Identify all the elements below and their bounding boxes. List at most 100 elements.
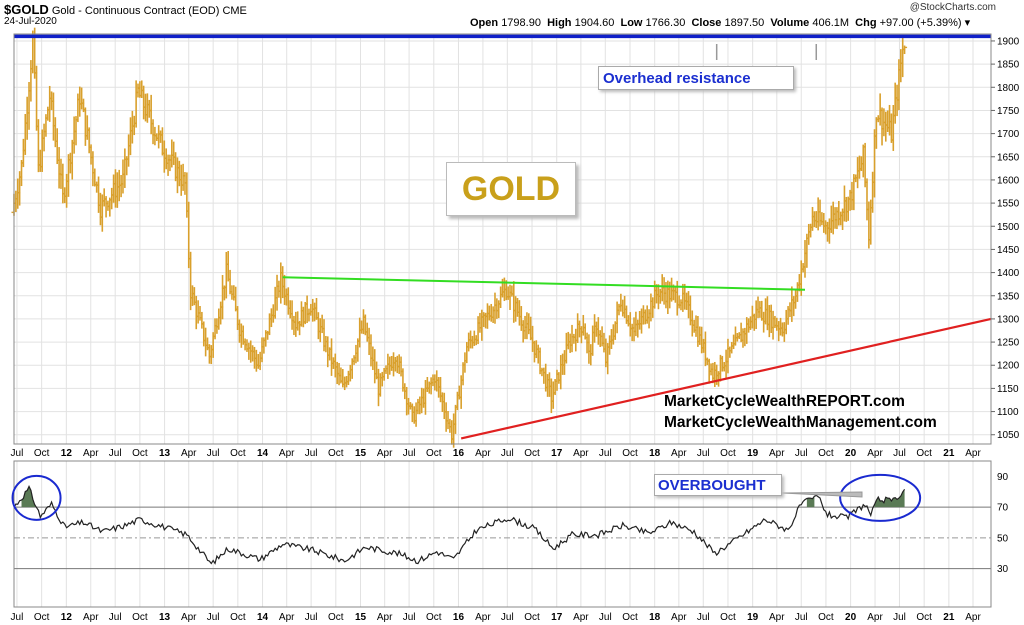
- ohlc-readout: Open 1798.90 High 1904.60 Low 1766.30 Cl…: [470, 16, 970, 29]
- overbought-label: OVERBOUGHT: [654, 474, 782, 496]
- x-tick-label: Apr: [671, 448, 687, 459]
- y-tick-label: 1550: [997, 199, 1020, 210]
- overbought-pointer: [781, 491, 863, 498]
- rsi-x-tick-label: Jul: [697, 612, 710, 623]
- rsi-x-tick-label: Apr: [279, 612, 295, 623]
- rsi-y-tick-label: 30: [997, 564, 1009, 575]
- stockcharts-watermark: @StockCharts.com: [909, 2, 996, 13]
- rsi-x-tick-label: Oct: [622, 612, 638, 623]
- y-tick-label: 1150: [997, 384, 1019, 395]
- x-tick-label: Jul: [893, 448, 906, 459]
- y-tick-label: 1200: [997, 361, 1020, 372]
- x-tick-label: Apr: [181, 448, 197, 459]
- y-tick-label: 1350: [997, 291, 1020, 302]
- open-label: Open: [470, 17, 499, 29]
- axes: Jul Jul Oct Oct 12 12 Apr Apr Jul Jul Oct Oct 13 13 Ap…: [11, 33, 1020, 623]
- y-tick-label: 1250: [997, 338, 1020, 349]
- x-tick-label: Jul: [697, 448, 710, 459]
- x-tick-label: 13: [159, 448, 171, 459]
- rsi-x-tick-label: Jul: [109, 612, 122, 623]
- x-tick-label: 18: [649, 448, 661, 459]
- rsi-line: [13, 484, 906, 565]
- uptrend-line: [460, 317, 992, 440]
- rsi-x-tick-label: 13: [159, 612, 171, 623]
- rsi-x-tick-label: Oct: [230, 612, 246, 623]
- x-tick-label: Oct: [426, 448, 442, 459]
- rsi-x-tick-label: Oct: [818, 612, 834, 623]
- open-value: 1798.90: [501, 17, 541, 29]
- x-tick-label: Jul: [403, 448, 416, 459]
- management-url: MarketCycleWealthManagement.com: [664, 414, 937, 431]
- rsi-grid: [14, 461, 991, 607]
- x-tick-label: Oct: [622, 448, 638, 459]
- rsi-x-tick-label: 18: [649, 612, 661, 623]
- x-tick-label: Apr: [867, 448, 883, 459]
- rsi-x-tick-label: Oct: [34, 612, 50, 623]
- y-tick-label: 1800: [997, 83, 1020, 94]
- chg-label: Chg: [855, 17, 877, 29]
- rsi-x-tick-label: 12: [61, 612, 73, 623]
- chart-header: $GOLD Gold - Continuous Contract (EOD) C…: [4, 2, 247, 17]
- low-label: Low: [620, 17, 643, 29]
- rsi-x-tick-label: Apr: [573, 612, 589, 623]
- rsi-x-tick-label: Apr: [181, 612, 197, 623]
- trend-lines: [14, 34, 992, 440]
- x-tick-label: 19: [747, 448, 759, 459]
- y-tick-label: 1500: [997, 222, 1020, 233]
- high-label: High: [547, 17, 572, 29]
- x-tick-label: Apr: [475, 448, 491, 459]
- low-value: 1766.30: [645, 17, 686, 29]
- rsi-x-tick-label: Jul: [893, 612, 906, 623]
- chart-date: 24-Jul-2020: [4, 16, 57, 27]
- rsi-x-tick-label: 14: [257, 612, 269, 623]
- price-panel-frame: [13, 33, 992, 445]
- overbought-circle-left: [11, 474, 62, 521]
- y-tick-label: 1650: [997, 152, 1020, 163]
- overbought-circle-right: [839, 473, 922, 522]
- x-tick-label: 16: [453, 448, 465, 459]
- instrument-name: Gold - Continuous Contract (EOD): [51, 5, 220, 17]
- rsi-x-tick-label: Apr: [671, 612, 687, 623]
- rsi-x-tick-label: Jul: [403, 612, 416, 623]
- rsi-x-tick-label: 16: [453, 612, 465, 623]
- x-tick-label: Jul: [501, 448, 514, 459]
- x-tick-label: 17: [551, 448, 563, 459]
- x-tick-label: Jul: [795, 448, 808, 459]
- x-tick-label: Jul: [599, 448, 612, 459]
- volume-value: 406.1M: [812, 17, 850, 29]
- rsi-x-tick-label: 19: [747, 612, 759, 623]
- x-tick-label: Oct: [230, 448, 246, 459]
- x-tick-label: Oct: [720, 448, 736, 459]
- rsi-x-tick-label: Jul: [207, 612, 220, 623]
- close-label: Close: [691, 17, 722, 29]
- price-bars: [11, 27, 908, 448]
- x-tick-label: Oct: [916, 448, 932, 459]
- high-value: 1904.60: [574, 17, 615, 29]
- x-tick-label: 12: [61, 448, 73, 459]
- gold-title-box: GOLD: [446, 162, 576, 216]
- x-tick-label: Apr: [377, 448, 393, 459]
- report-url: MarketCycleWealthREPORT.com: [664, 393, 905, 410]
- rsi-x-tick-label: Oct: [132, 612, 148, 623]
- rsi-x-tick-label: 20: [845, 612, 857, 623]
- symbol: $GOLD: [4, 2, 49, 17]
- ohlc-bar: [902, 45, 908, 55]
- rsi-x-tick-label: 21: [943, 612, 955, 623]
- rsi-x-tick-label: 17: [551, 612, 563, 623]
- rsi-x-tick-label: Oct: [328, 612, 344, 623]
- chg-down-arrow-icon: ▾: [964, 17, 971, 29]
- x-tick-label: 20: [845, 448, 857, 459]
- y-tick-label: 1450: [997, 245, 1020, 256]
- x-tick-label: 21: [943, 448, 955, 459]
- x-tick-label: Jul: [207, 448, 220, 459]
- rsi-x-tick-label: Oct: [916, 612, 932, 623]
- x-tick-label: Apr: [83, 448, 99, 459]
- rsi-x-tick-label: Apr: [377, 612, 393, 623]
- chg-value: +97.00 (+5.39%): [879, 17, 962, 29]
- y-tick-label: 1050: [997, 430, 1020, 441]
- rsi-x-tick-label: Jul: [795, 612, 808, 623]
- rsi-x-tick-label: Jul: [501, 612, 514, 623]
- y-tick-label: 1600: [997, 175, 1020, 186]
- rsi-x-tick-label: Jul: [599, 612, 612, 623]
